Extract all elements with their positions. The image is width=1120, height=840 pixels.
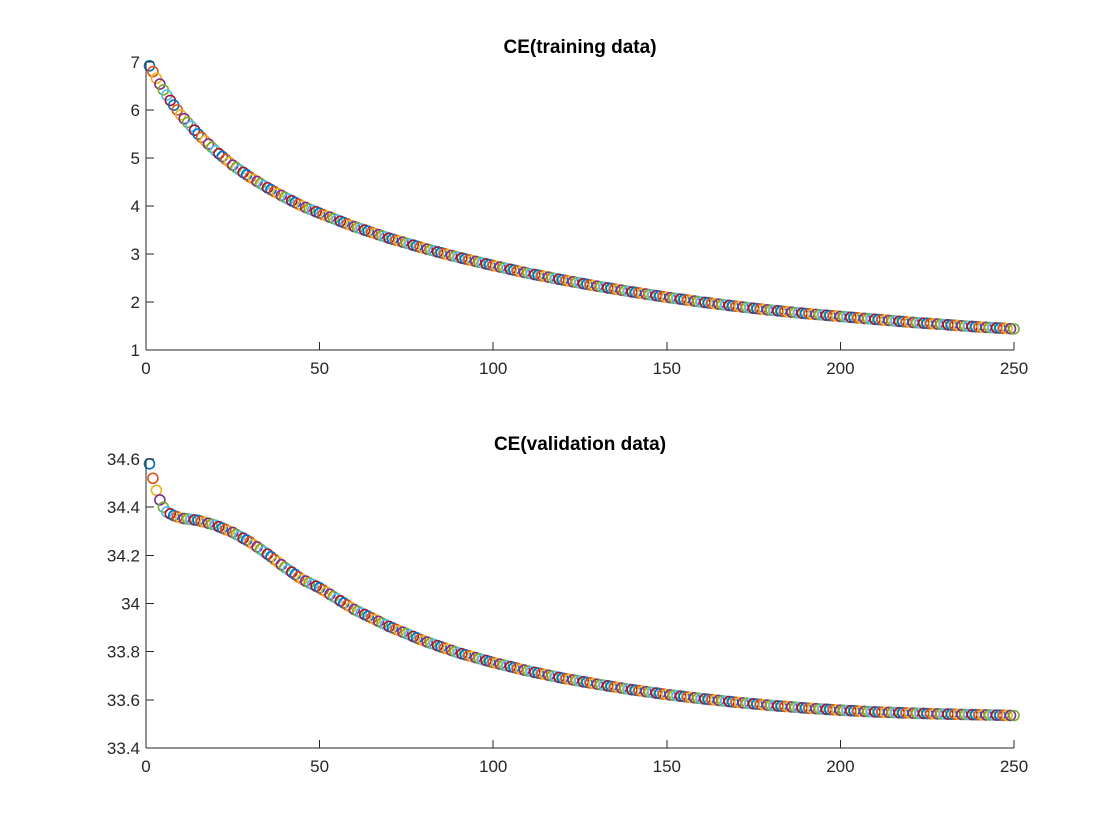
- data-point: [1001, 709, 1013, 722]
- x-tick-label: 200: [826, 359, 854, 378]
- data-point: [206, 141, 218, 154]
- data-point: [1008, 323, 1020, 335]
- data-point: [181, 116, 194, 129]
- data-point: [178, 112, 190, 125]
- data-point: [174, 109, 187, 121]
- data-point: [1004, 709, 1017, 722]
- data-point: [199, 134, 211, 147]
- data-point: [154, 78, 166, 90]
- y-tick-label: 33.4: [107, 739, 140, 758]
- x-ticks: 0 50 100 150 200 250: [141, 342, 1028, 378]
- y-tick-label: 34.4: [107, 498, 140, 517]
- data-point: [216, 150, 229, 163]
- plot-title: CE(validation data): [494, 434, 666, 455]
- data-point: [143, 60, 156, 72]
- x-tick-label: 150: [653, 757, 681, 776]
- y-tick-label: 6: [131, 101, 140, 120]
- y-tick-label: 4: [131, 197, 140, 216]
- y-tick-label: 5: [131, 149, 140, 168]
- x-tick-label: 100: [479, 757, 507, 776]
- y-tick-label: 7: [131, 53, 140, 72]
- data-point: [185, 120, 197, 133]
- data-point: [154, 494, 166, 506]
- data-point: [213, 147, 225, 160]
- data-point: [147, 65, 159, 78]
- y-tick-label: 34: [121, 595, 140, 614]
- data-point: [209, 145, 222, 157]
- y-ticks: 33.4 33.6 33.8 34 34.2 34.4 34.6: [107, 450, 154, 758]
- y-tick-label: 3: [131, 245, 140, 264]
- x-tick-label: 50: [310, 359, 329, 378]
- data-point: [220, 153, 232, 166]
- y-tick-label: 1: [131, 341, 140, 360]
- data-point: [147, 472, 159, 485]
- x-tick-label: 50: [310, 757, 329, 776]
- data-point: [150, 484, 163, 497]
- data-point: [1004, 322, 1017, 335]
- training-ce-markers: [143, 60, 1020, 335]
- x-tick-label: 150: [653, 359, 681, 378]
- x-ticks: 0 50 100 150 200 250: [141, 740, 1028, 776]
- validation-ce-markers: [143, 458, 1020, 722]
- x-tick-label: 250: [1000, 359, 1028, 378]
- data-point: [195, 131, 208, 144]
- data-point: [1001, 322, 1013, 335]
- x-tick-label: 200: [826, 757, 854, 776]
- data-point: [188, 124, 201, 136]
- y-tick-label: 34.6: [107, 450, 140, 469]
- training-ce-plot: CE(training data) 0 50 100 150 200 250 1 2 3 4 5 6…: [131, 37, 1029, 378]
- data-point: [192, 128, 204, 140]
- x-tick-label: 250: [1000, 757, 1028, 776]
- data-point: [150, 72, 163, 85]
- y-tick-label: 34.2: [107, 546, 140, 565]
- x-tick-label: 100: [479, 359, 507, 378]
- data-point: [1008, 709, 1020, 722]
- x-tick-label: 0: [141, 757, 150, 776]
- y-tick-label: 33.6: [107, 691, 140, 710]
- data-point: [202, 138, 215, 150]
- validation-ce-plot: CE(validation data) 0 50 100 150 200 250 33.4…: [107, 434, 1028, 776]
- y-tick-label: 33.8: [107, 643, 140, 662]
- x-tick-label: 0: [141, 359, 150, 378]
- plot-title: CE(training data): [503, 37, 656, 58]
- y-tick-label: 2: [131, 293, 140, 312]
- y-ticks: 1 2 3 4 5 6 7: [131, 53, 154, 360]
